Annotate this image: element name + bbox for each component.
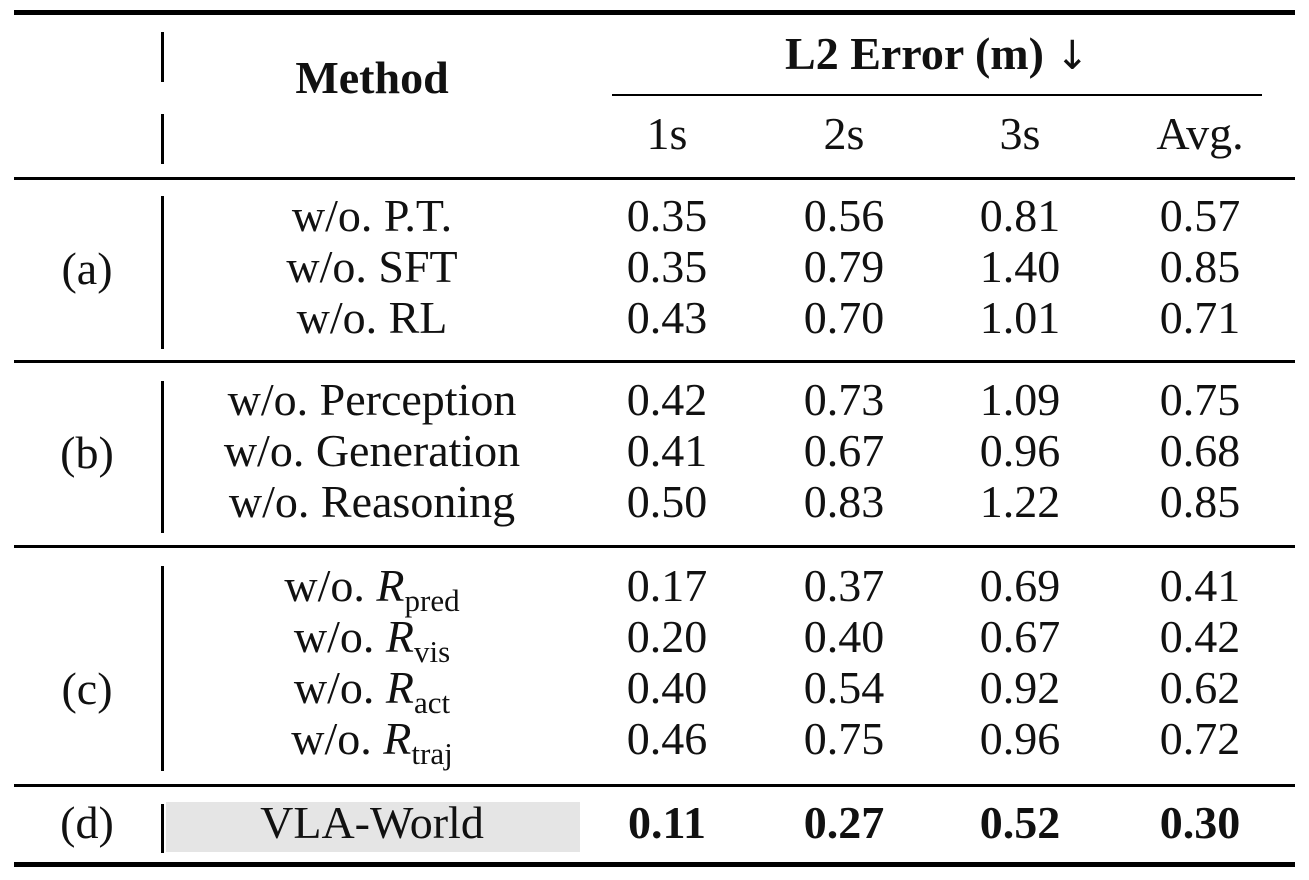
col-header-2s: 2s bbox=[823, 108, 865, 159]
value-cell-best: 0.27 bbox=[803, 797, 885, 848]
method-header: Method bbox=[295, 52, 449, 103]
down-arrow-icon: ↓ bbox=[1055, 33, 1089, 79]
value-cell: 0.54 bbox=[803, 662, 885, 713]
value-cell: 0.62 bbox=[1159, 662, 1241, 713]
value-cell: 0.41 bbox=[626, 425, 708, 476]
method-cell: w/o. SFT bbox=[286, 241, 458, 292]
value-cell: 0.17 bbox=[626, 560, 708, 611]
method-cell: w/o. RL bbox=[296, 292, 448, 343]
header-rule bbox=[14, 177, 1295, 180]
col-header-3s: 3s bbox=[999, 108, 1041, 159]
method-cell-vla-world: VLA-World bbox=[260, 797, 484, 848]
value-cell: 0.41 bbox=[1159, 560, 1241, 611]
group-label-b: (b) bbox=[60, 427, 114, 478]
metric-header-text: L2 Error (m) bbox=[785, 28, 1044, 79]
method-highlight bbox=[166, 802, 580, 852]
group-label-c: (c) bbox=[61, 663, 113, 714]
value-cell-best: 0.52 bbox=[979, 797, 1061, 848]
value-cell: 0.85 bbox=[1159, 241, 1241, 292]
value-cell: 0.81 bbox=[979, 190, 1061, 241]
value-cell: 0.70 bbox=[803, 292, 885, 343]
value-cell-best: 0.30 bbox=[1159, 797, 1241, 848]
reward-subscript: vis bbox=[413, 634, 451, 669]
value-cell: 0.57 bbox=[1159, 190, 1241, 241]
value-cell: 0.35 bbox=[626, 241, 708, 292]
method-cell: w/o. Reasoning bbox=[228, 476, 516, 527]
group-label-a: (a) bbox=[61, 243, 113, 294]
value-cell: 0.40 bbox=[626, 662, 708, 713]
method-cell: w/o. Perception bbox=[227, 374, 517, 425]
reward-symbol: R bbox=[385, 611, 414, 662]
value-cell: 1.40 bbox=[979, 241, 1061, 292]
value-cell: 0.85 bbox=[1159, 476, 1241, 527]
metric-header: L2 Error (m) ↓ bbox=[785, 28, 1089, 82]
value-cell: 0.71 bbox=[1159, 292, 1241, 343]
reward-symbol: R bbox=[376, 560, 405, 611]
bottom-rule bbox=[14, 862, 1295, 867]
value-cell: 0.46 bbox=[626, 713, 708, 764]
value-cell: 0.67 bbox=[979, 611, 1061, 662]
method-cell: w/o. Ract bbox=[293, 662, 451, 720]
group-label-d: (d) bbox=[60, 797, 114, 848]
value-cell: 0.35 bbox=[626, 190, 708, 241]
method-prefix: w/o. bbox=[291, 713, 372, 764]
value-cell: 0.72 bbox=[1159, 713, 1241, 764]
col-header-1s: 1s bbox=[646, 108, 688, 159]
method-cell: w/o. P.T. bbox=[291, 190, 453, 241]
value-cell: 0.67 bbox=[803, 425, 885, 476]
method-prefix: w/o. bbox=[293, 611, 375, 662]
header-separator-bottom bbox=[161, 114, 164, 164]
method-prefix: w/o. bbox=[293, 662, 375, 713]
value-cell: 0.79 bbox=[803, 241, 885, 292]
method-prefix: w/o. bbox=[284, 560, 365, 611]
reward-symbol: R bbox=[383, 713, 412, 764]
metric-header-underline bbox=[612, 94, 1262, 96]
group-b-rule bbox=[14, 545, 1295, 548]
value-cell: 1.22 bbox=[979, 476, 1061, 527]
value-cell: 0.75 bbox=[1159, 374, 1241, 425]
group-a-separator bbox=[161, 196, 164, 349]
value-cell: 0.40 bbox=[803, 611, 885, 662]
method-cell: w/o. Rpred bbox=[284, 560, 460, 618]
value-cell: 0.43 bbox=[626, 292, 708, 343]
value-cell: 0.68 bbox=[1159, 425, 1241, 476]
col-header-avg: Avg. bbox=[1156, 108, 1244, 159]
top-rule bbox=[14, 10, 1295, 15]
method-cell: w/o. Generation bbox=[223, 425, 521, 476]
reward-subscript: act bbox=[413, 685, 451, 720]
group-d-separator bbox=[161, 804, 164, 853]
value-cell: 0.69 bbox=[979, 560, 1061, 611]
value-cell: 0.73 bbox=[803, 374, 885, 425]
value-cell-best: 0.11 bbox=[628, 797, 706, 848]
reward-subscript: traj bbox=[411, 736, 453, 771]
method-cell: w/o. Rtraj bbox=[291, 713, 453, 771]
reward-subscript: pred bbox=[404, 583, 460, 618]
value-cell: 0.75 bbox=[803, 713, 885, 764]
value-cell: 0.92 bbox=[979, 662, 1061, 713]
value-cell: 1.09 bbox=[979, 374, 1061, 425]
group-c-rule bbox=[14, 784, 1295, 787]
method-cell: w/o. Rvis bbox=[293, 611, 451, 669]
value-cell: 0.56 bbox=[803, 190, 885, 241]
value-cell: 0.42 bbox=[1159, 611, 1241, 662]
group-a-rule bbox=[14, 360, 1295, 363]
reward-symbol: R bbox=[385, 662, 414, 713]
header-separator-top bbox=[161, 32, 164, 82]
value-cell: 1.01 bbox=[979, 292, 1061, 343]
value-cell: 0.96 bbox=[979, 425, 1061, 476]
value-cell: 0.42 bbox=[626, 374, 708, 425]
value-cell: 0.83 bbox=[803, 476, 885, 527]
value-cell: 0.37 bbox=[803, 560, 885, 611]
group-c-separator bbox=[161, 566, 164, 771]
value-cell: 0.20 bbox=[626, 611, 708, 662]
value-cell: 0.50 bbox=[626, 476, 708, 527]
value-cell: 0.96 bbox=[979, 713, 1061, 764]
group-b-separator bbox=[161, 381, 164, 533]
